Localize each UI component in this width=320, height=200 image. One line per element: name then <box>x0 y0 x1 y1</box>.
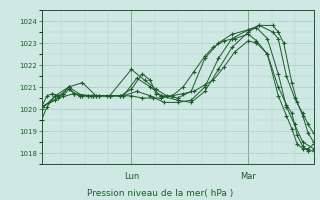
Text: Pression niveau de la mer( hPa ): Pression niveau de la mer( hPa ) <box>87 189 233 198</box>
Text: Mar: Mar <box>240 172 256 181</box>
Text: Lun: Lun <box>124 172 139 181</box>
